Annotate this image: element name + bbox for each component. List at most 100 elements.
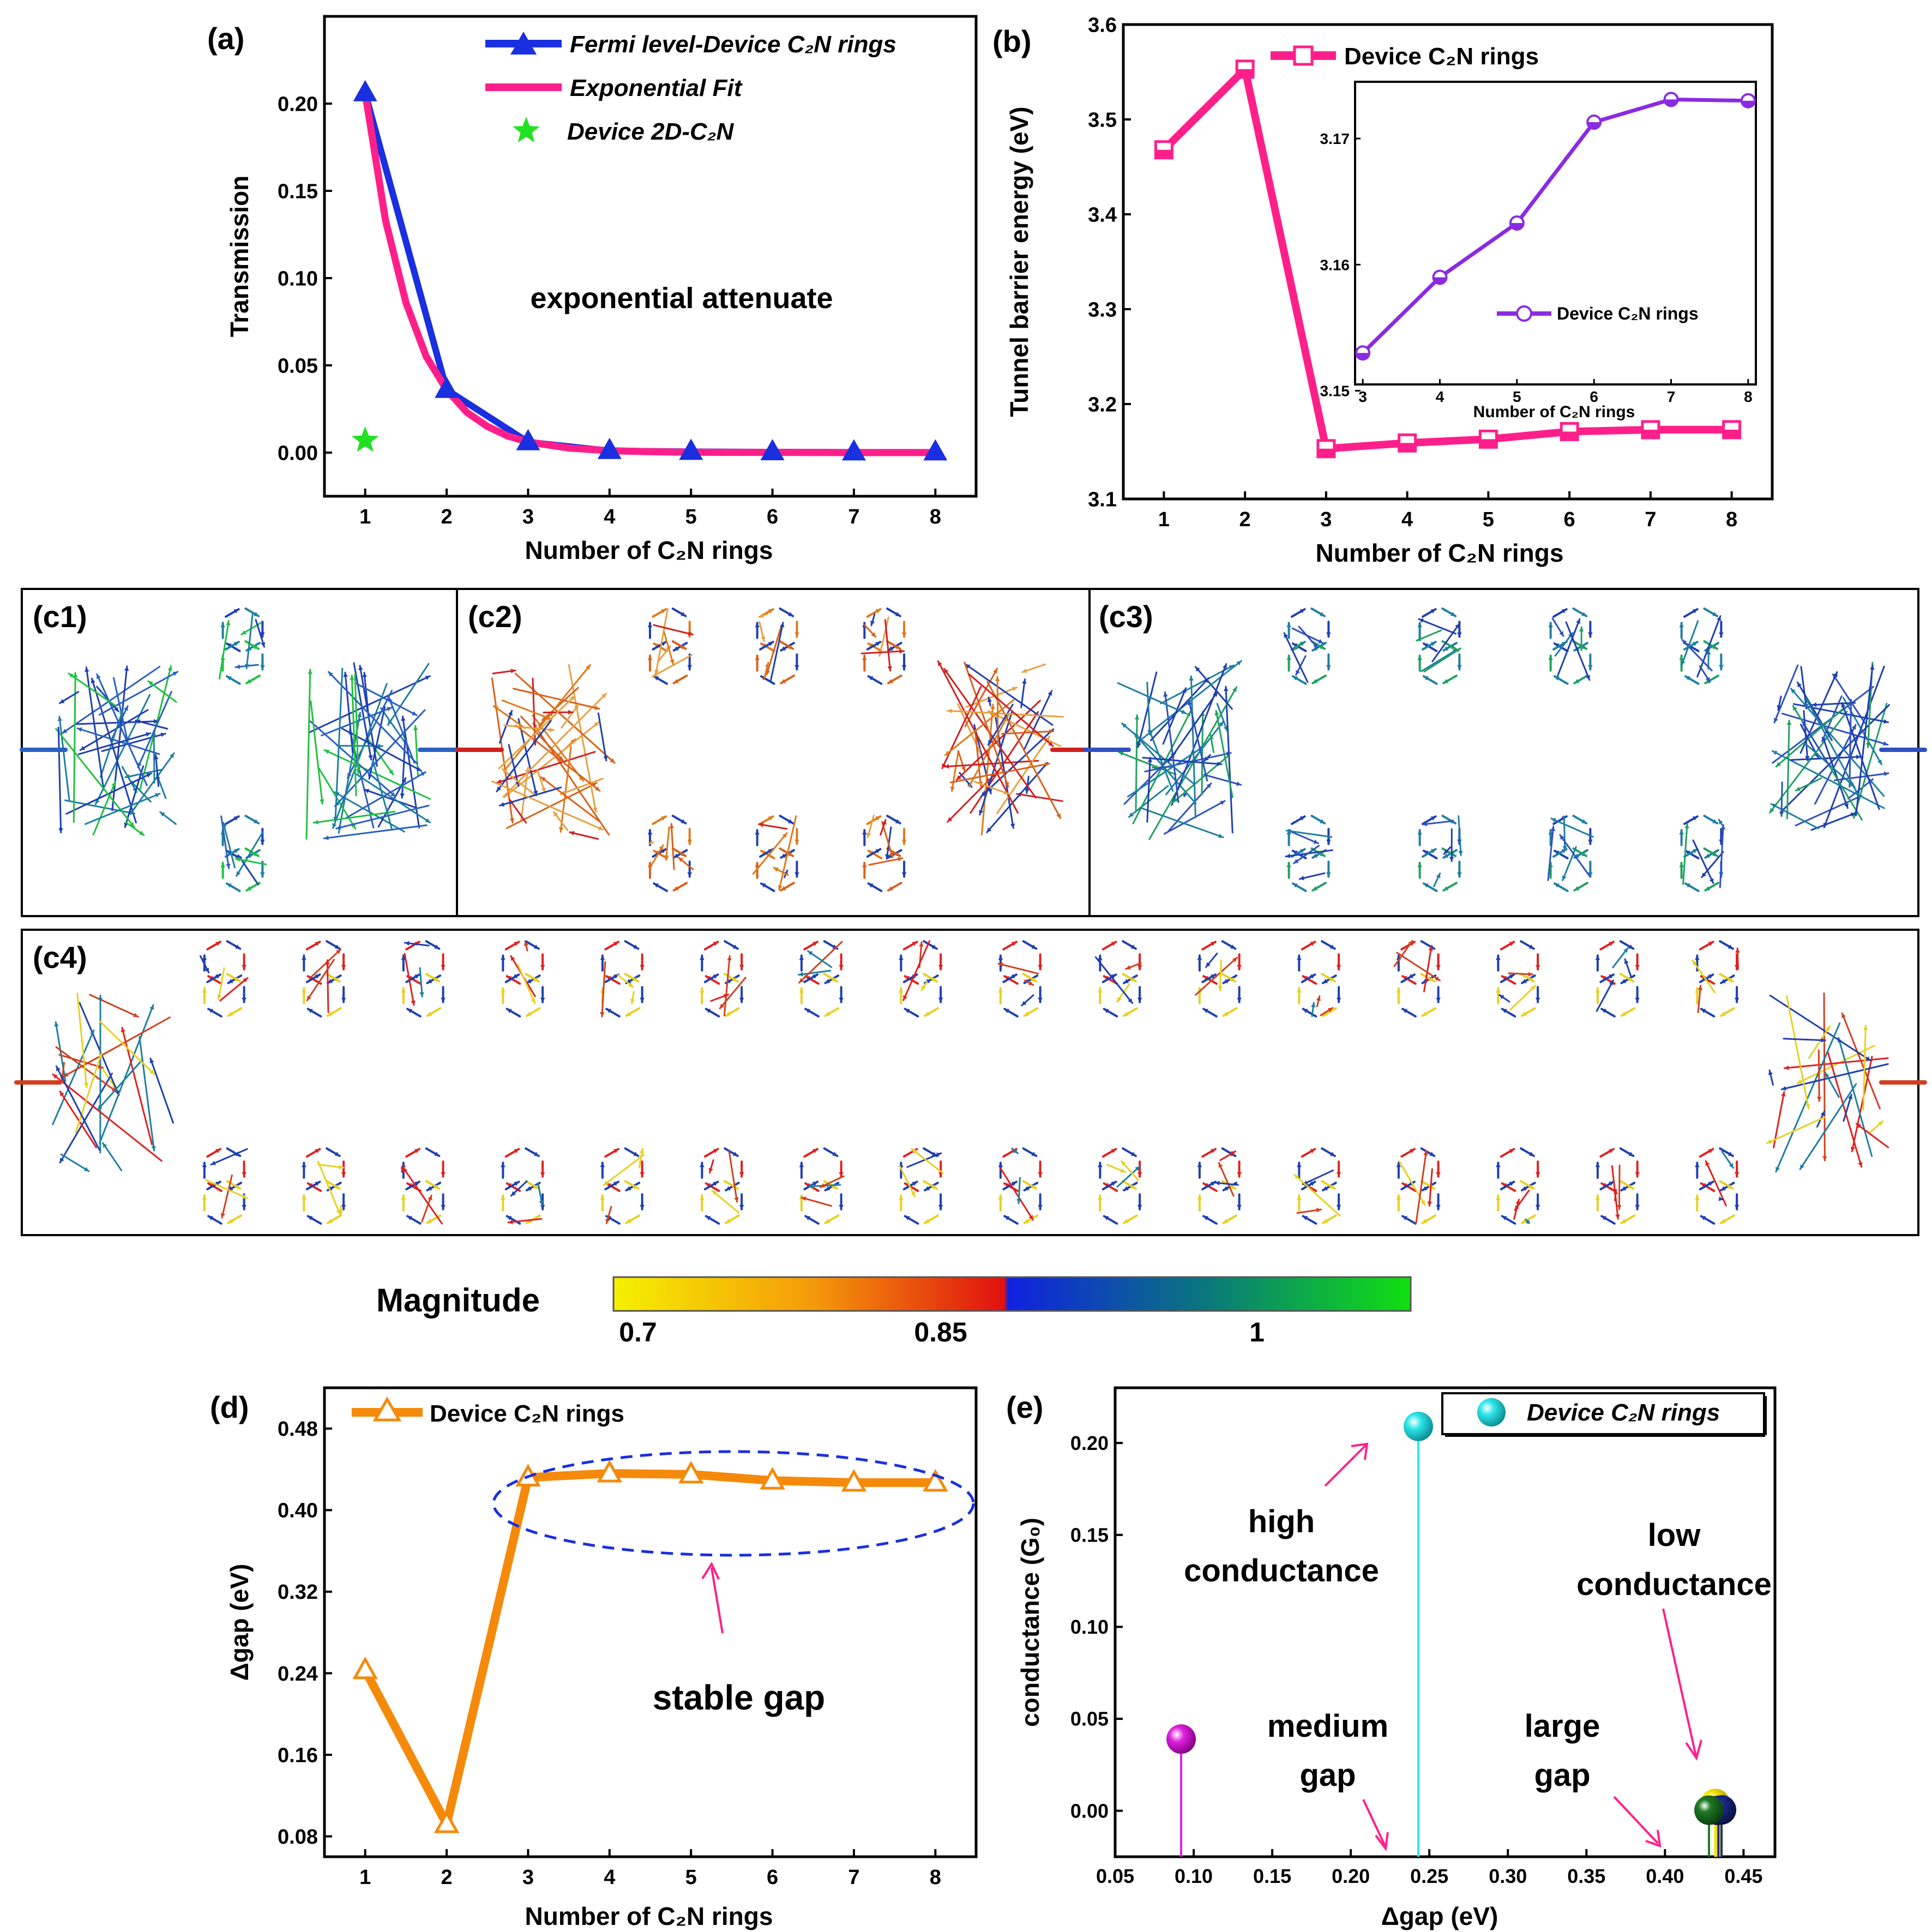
flux-arrowhead (83, 1167, 89, 1171)
flux-arrowhead (866, 832, 871, 838)
flux-arrow (1203, 774, 1242, 786)
flux-arrowhead (1816, 1097, 1822, 1102)
flux-arrowhead (63, 1072, 69, 1077)
flux-arrowhead (912, 1182, 917, 1186)
flux-arrowhead (1124, 747, 1129, 753)
flux-arrow (323, 824, 428, 839)
flux-arrowhead (1444, 849, 1449, 854)
flux-arrowhead (1038, 997, 1043, 1002)
flux-arrowhead (706, 1009, 711, 1013)
flux-arrowhead (633, 1184, 639, 1189)
flux-arrowhead (1728, 944, 1733, 949)
ytick-label: 3.6 (1088, 14, 1117, 37)
flux-arrowhead (1679, 830, 1684, 835)
flux-arrowhead (700, 1195, 705, 1200)
flux-arrowhead (1535, 997, 1540, 1002)
flux-arrowhead (1048, 690, 1052, 696)
flux-arrowhead (341, 965, 346, 970)
flux-arrowhead (801, 1196, 806, 1201)
flux-arrowhead (1705, 677, 1710, 682)
flux-arrowhead (986, 827, 992, 833)
flux-arrowhead (1048, 741, 1054, 747)
flux-arrow (1547, 826, 1555, 881)
flux-arrowhead (1708, 974, 1713, 979)
flux-arrowhead (149, 1069, 154, 1074)
flux-arrow (1799, 1083, 1857, 1170)
flux-arrowhead (241, 630, 246, 635)
flux-arrow (1799, 671, 1838, 754)
flux-arrowhead (52, 1074, 58, 1079)
flux-arrow (1792, 703, 1889, 724)
flux-arrow (653, 624, 694, 636)
flux-arrowhead (832, 1184, 838, 1189)
flux-arrowhead (1210, 942, 1215, 946)
flux-arrowhead (1450, 612, 1456, 616)
flux-arrow (351, 675, 357, 797)
flux-arrowhead (420, 747, 424, 753)
flux-arrowhead (1329, 977, 1335, 982)
flux-arrowhead (755, 623, 760, 628)
flux-arrowhead (155, 793, 160, 798)
flux-arrowhead (501, 955, 505, 960)
flux-arrowhead (1292, 851, 1298, 855)
flux-arrowhead (335, 949, 341, 954)
flux-arrow (414, 725, 419, 777)
flux-arrow (1692, 960, 1716, 994)
annot-large-gap: gap (1534, 1758, 1590, 1793)
ytick-label: 0.48 (278, 1418, 318, 1441)
flux-arrowhead (160, 812, 165, 817)
flux-arrow (1396, 952, 1441, 982)
flux-arrowhead (507, 976, 512, 980)
flux-arrowhead (936, 1152, 941, 1157)
flux-arrowhead (1423, 1151, 1428, 1155)
flux-arrow (1148, 729, 1174, 792)
flux-arrowhead (341, 1205, 346, 1209)
flux-arrowhead (1712, 645, 1718, 649)
flux-arrowhead (401, 955, 406, 960)
flux-arrowhead (56, 1080, 60, 1085)
flux-arrow (1823, 665, 1885, 829)
flux-arrowhead (1217, 761, 1222, 767)
flux-arrow (1841, 702, 1880, 810)
flux-arrow (1142, 756, 1223, 766)
flux-arrowhead (220, 863, 225, 868)
flux-arrow (906, 1152, 942, 1168)
flux-arrowhead (1417, 863, 1422, 868)
flux-arrowhead (215, 942, 220, 946)
flux-arrowhead (781, 853, 786, 858)
flux-arrow (1146, 681, 1151, 736)
flux-arrow (980, 703, 994, 836)
series-gap-line (361, 1469, 936, 1829)
flux-arrow (79, 709, 149, 751)
xtick-label: 5 (685, 1866, 697, 1889)
flux-arrowhead (628, 982, 634, 988)
flux-arrowhead (931, 977, 937, 982)
flux-arrowhead (832, 977, 838, 982)
flux-arrowhead (514, 942, 519, 946)
panel-e-xlabel: Δgap (eV) (1381, 1902, 1498, 1930)
flux-arrowhead (820, 1183, 826, 1188)
flux-arrowhead (368, 755, 373, 760)
flux-arrowhead (987, 697, 992, 702)
flux-arrow (868, 857, 904, 866)
flux-arrowhead (1436, 965, 1441, 970)
flux-arrow (97, 1059, 143, 1111)
flux-arrowhead (1548, 655, 1553, 660)
flux-arrowhead (795, 632, 799, 637)
flux-arrowhead (235, 857, 240, 862)
flux-arrow (139, 1036, 155, 1152)
flux-arrowhead (600, 1195, 605, 1200)
flux-arrow (1719, 824, 1724, 888)
flux-arrowhead (768, 642, 773, 646)
flux-arrow (60, 1153, 90, 1172)
flux-arrow (1827, 1051, 1863, 1168)
flux-arrowhead (129, 810, 135, 815)
flux-arrowhead (1881, 1080, 1886, 1085)
flux-arrow (902, 940, 931, 1001)
xtick-label: 0.05 (1096, 1865, 1134, 1887)
flux-arrow (655, 607, 669, 676)
flux-arrow (1216, 703, 1229, 732)
flux-arrowhead (1011, 942, 1016, 946)
flux-arrowhead (1496, 1163, 1501, 1167)
flux-arrowhead (414, 1182, 419, 1186)
